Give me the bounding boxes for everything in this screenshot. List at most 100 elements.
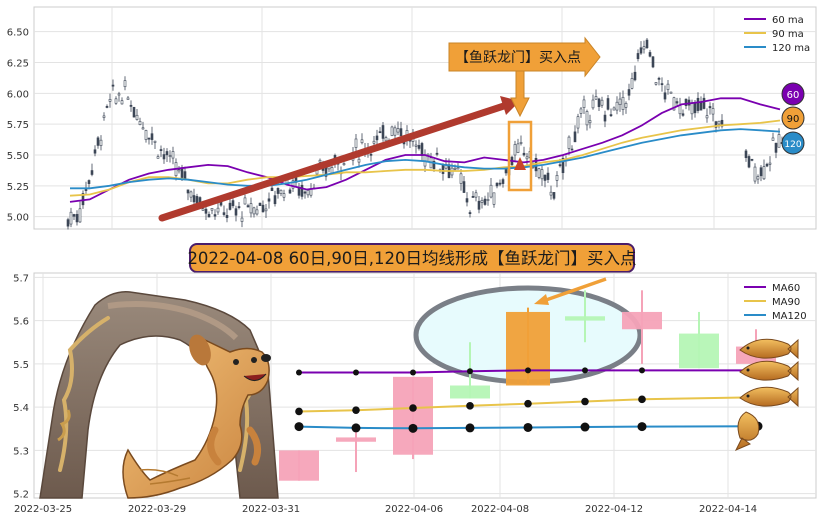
top-candle-body xyxy=(549,191,553,196)
bottom-ma120-point xyxy=(523,422,533,432)
top-candle-body xyxy=(459,173,463,184)
bottom-ma120-point xyxy=(580,422,590,432)
bottom-y-tick-label: 5.4 xyxy=(13,403,29,414)
top-candle-body xyxy=(627,89,631,96)
top-candle-body xyxy=(114,98,118,104)
top-candle-body xyxy=(663,92,667,100)
top-candle-body xyxy=(237,206,241,208)
top-chart-panel: 5.00 5.25 5.50 5.75 6.00 6.25 6.50 【鱼跃龙门】买入点 6… xyxy=(7,6,817,230)
top-candle-body xyxy=(540,169,544,180)
top-candle-body xyxy=(66,219,70,227)
top-candle-body xyxy=(318,159,322,163)
top-candle-body xyxy=(384,137,388,142)
top-candle-body xyxy=(525,156,529,160)
top-candle-body xyxy=(513,144,517,156)
top-y-axis-ticks: 5.00 5.25 5.50 5.75 6.00 6.25 6.50 xyxy=(7,28,29,224)
top-candle-body xyxy=(708,106,712,109)
top-candle-body xyxy=(282,193,286,198)
top-candle-body xyxy=(603,114,607,122)
top-candle-body xyxy=(489,184,493,198)
top-y-tick-label: 5.75 xyxy=(7,120,29,131)
buy-point-marker xyxy=(514,157,526,170)
top-candle-body xyxy=(480,199,484,203)
bottom-chart-panel: 5.2 5.3 5.4 5.5 5.6 5.7 2022-03-25 2022-03-29 2… xyxy=(13,272,817,515)
bottom-ma90-line xyxy=(298,396,759,413)
top-candle-body xyxy=(555,175,559,181)
top-candle-body xyxy=(240,217,244,222)
top-candle-body xyxy=(120,100,124,105)
top-candle-body xyxy=(657,77,661,80)
top-candle-body xyxy=(654,82,658,85)
top-candle-body xyxy=(456,167,460,170)
top-y-tick-label: 6.25 xyxy=(7,59,29,70)
bottom-ma60-line xyxy=(299,369,758,374)
dog-mascot-illustration xyxy=(122,334,271,499)
top-candle-body xyxy=(483,198,487,205)
top-candle-body xyxy=(762,166,766,180)
top-candle-body xyxy=(87,180,91,184)
top-candle-body xyxy=(669,91,673,94)
top-candle-body xyxy=(495,182,499,187)
top-y-tick-label: 5.25 xyxy=(7,182,29,193)
top-candle-body xyxy=(597,98,601,107)
top-candle-body xyxy=(288,189,292,194)
bottom-y-tick-label: 5.6 xyxy=(13,317,29,328)
top-candle-body xyxy=(756,176,760,180)
top-candle-body xyxy=(354,138,358,148)
top-candle-body xyxy=(666,83,670,90)
top-candle-body xyxy=(123,80,127,88)
bottom-ma120-point xyxy=(294,422,304,432)
top-candle-body xyxy=(453,167,457,170)
top-candle-body xyxy=(567,136,571,149)
bottom-x-axis-ticks: 2022-03-25 2022-03-29 2022-03-31 2022-04-06… xyxy=(14,504,757,515)
bottom-candle-body xyxy=(565,316,605,321)
buy-point-pointer xyxy=(534,277,607,305)
top-candle-body xyxy=(441,164,445,174)
legend-ma120: 120 ma xyxy=(772,43,810,54)
bottom-y-tick-label: 5.5 xyxy=(13,360,29,371)
bottom-y-tick-label: 5.2 xyxy=(13,490,29,501)
bottom-ma60-point xyxy=(353,369,359,376)
top-candle-body xyxy=(264,208,268,212)
top-candle-body xyxy=(630,78,634,89)
top-candle-body xyxy=(300,184,304,197)
bottom-legend: MA60 MA90 MA120 xyxy=(744,283,807,322)
buy-point-callout: 【鱼跃龙门】买入点 xyxy=(448,36,601,118)
badge-120 xyxy=(781,131,805,155)
bottom-x-tick-label: 2022-04-08 xyxy=(471,504,529,515)
top-candle-body xyxy=(69,211,73,225)
top-candle-body xyxy=(519,142,523,144)
top-candle-body xyxy=(618,98,622,105)
top-candle-body xyxy=(84,188,88,191)
top-ma120-line xyxy=(70,128,781,190)
top-candle-body xyxy=(768,162,772,165)
top-candle-body xyxy=(207,214,211,218)
top-candle-body xyxy=(570,148,574,151)
bottom-ma120-point xyxy=(408,423,418,433)
top-candle-body xyxy=(414,144,418,147)
bottom-candle-body xyxy=(622,311,662,330)
top-candle-body xyxy=(183,171,187,180)
top-candle-body xyxy=(600,99,604,106)
top-candle-body xyxy=(393,127,397,136)
top-candle-body xyxy=(672,97,676,111)
top-candle-body xyxy=(690,102,694,115)
bottom-chart-title: 2022-04-08 60日,90日,120日均线形成【鱼跃龙门】买入点 xyxy=(187,249,636,268)
top-candle-body xyxy=(231,200,235,207)
top-candle-body xyxy=(279,189,283,194)
top-candle-body xyxy=(516,143,520,153)
legend-MA60: MA60 xyxy=(772,283,800,294)
top-candle-body xyxy=(303,191,307,194)
top-candle-body xyxy=(573,131,577,143)
top-candle-body xyxy=(636,53,640,60)
bottom-ma120-point xyxy=(637,422,647,432)
top-candle-body xyxy=(621,96,625,110)
top-candle-body xyxy=(771,137,775,141)
top-candle-body xyxy=(228,202,232,210)
top-candle-body xyxy=(129,104,133,107)
bottom-y-tick-label: 5.7 xyxy=(13,273,29,284)
top-candle-body xyxy=(753,166,757,182)
top-candle-body xyxy=(477,200,481,210)
top-candle-body xyxy=(249,203,253,214)
bottom-y-tick-label: 5.3 xyxy=(13,446,29,457)
